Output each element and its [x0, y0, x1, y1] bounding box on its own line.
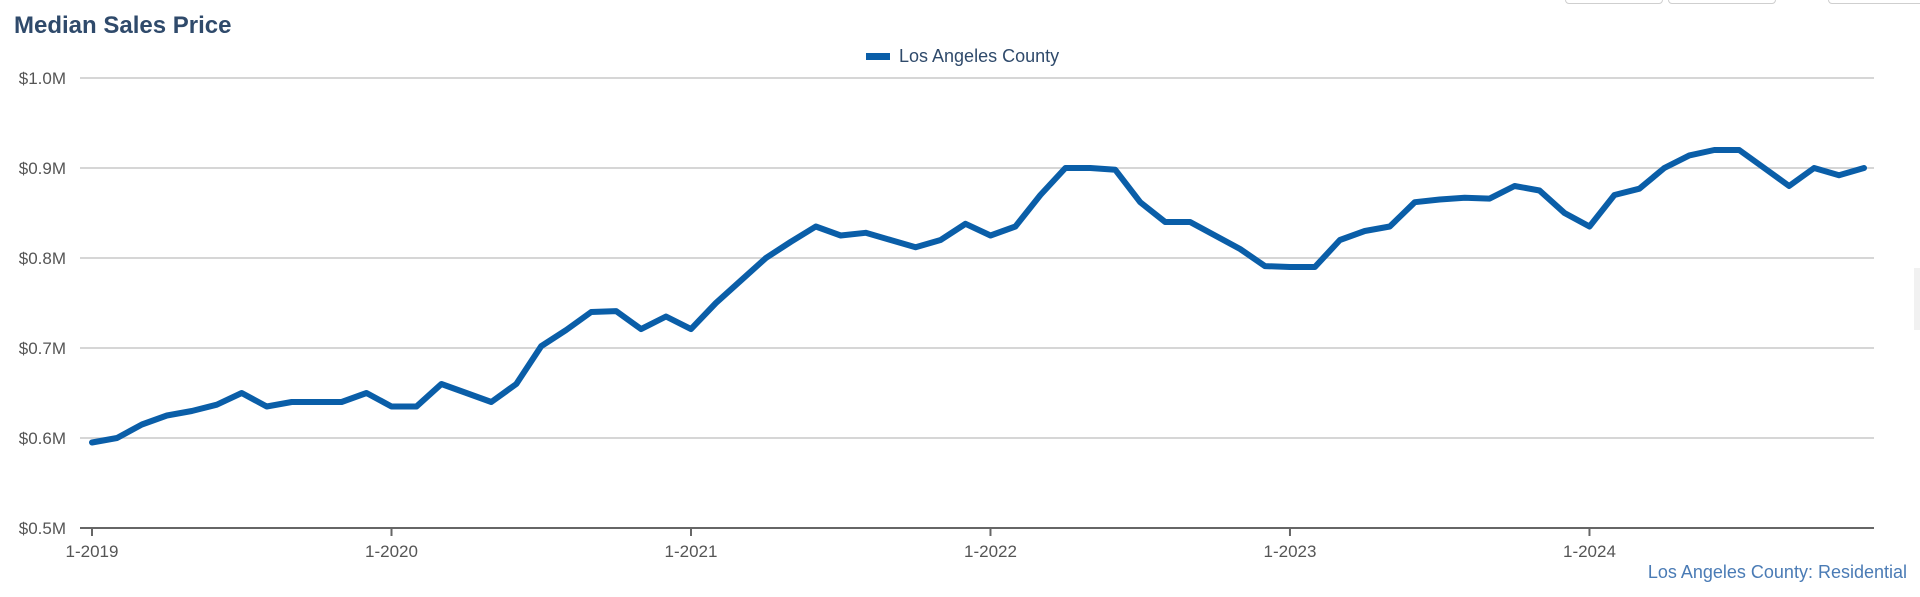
- x-tick-label: 1-2020: [365, 542, 418, 561]
- x-tick-label: 1-2023: [1264, 542, 1317, 561]
- chart-footer-note: Los Angeles County: Residential: [1647, 562, 1907, 582]
- x-tick-label: 1-2024: [1563, 542, 1616, 561]
- chart-title: Median Sales Price: [14, 12, 232, 39]
- toolbar-button-3[interactable]: [1828, 0, 1920, 4]
- x-tick-label: 1-2021: [665, 542, 718, 561]
- legend-label: Los Angeles County: [899, 46, 1060, 66]
- y-tick-label: $0.7M: [19, 339, 66, 358]
- y-tick-label: $0.9M: [19, 159, 66, 178]
- series-line-los-angeles-county: [89, 147, 1867, 446]
- legend-swatch: [866, 53, 890, 60]
- y-tick-label: $0.8M: [19, 249, 66, 268]
- x-tick-label: 1-2022: [964, 542, 1017, 561]
- legend[interactable]: Los Angeles County: [866, 46, 1059, 67]
- y-tick-label: $1.0M: [19, 69, 66, 88]
- y-tick-label: $0.6M: [19, 429, 66, 448]
- side-handle[interactable]: [1914, 268, 1920, 330]
- x-tick-label: 1-2019: [66, 542, 119, 561]
- y-tick-label: $0.5M: [19, 519, 66, 538]
